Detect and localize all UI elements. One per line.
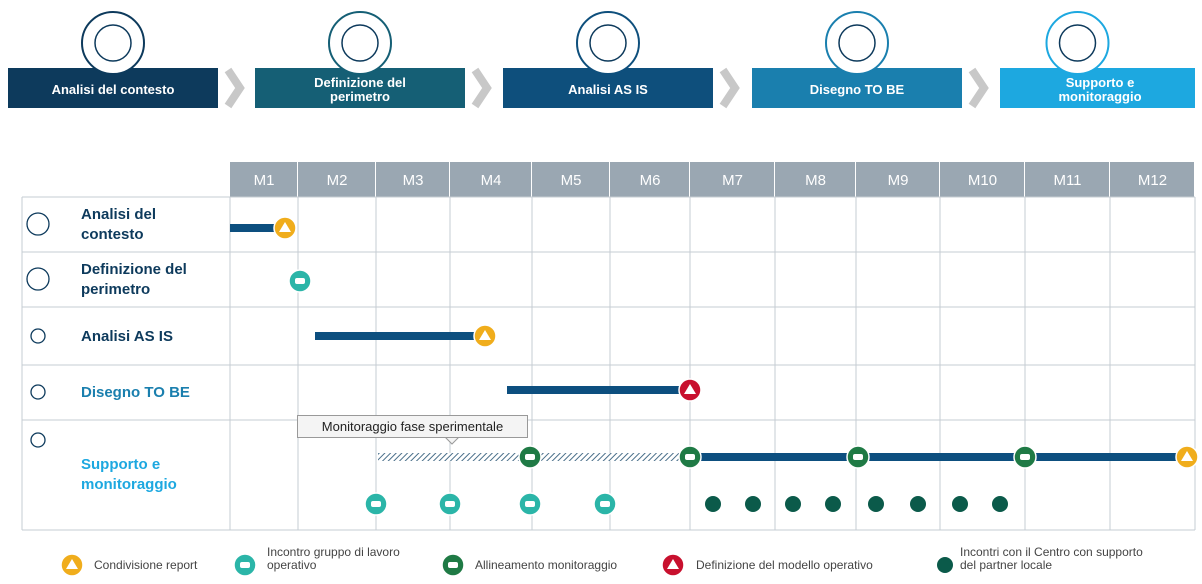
milestone-glyph xyxy=(295,278,305,284)
meeting-dot xyxy=(992,496,1008,512)
row-icon xyxy=(30,328,46,344)
phase-icon-detail xyxy=(589,24,627,62)
phase-icon xyxy=(328,11,392,75)
month-header xyxy=(532,162,609,197)
month-header xyxy=(856,162,939,197)
legend-label: Condivisione report xyxy=(94,558,198,572)
phase-icon-detail xyxy=(341,24,379,62)
meeting-dot xyxy=(825,496,841,512)
row-label: Analisi AS IS xyxy=(81,328,173,345)
phase-box xyxy=(1000,68,1195,108)
phase-label: Analisi AS IS xyxy=(568,82,648,97)
meeting-dot xyxy=(705,496,721,512)
month-label: M1 xyxy=(253,172,275,189)
phase-label: Supporto e monitoraggio xyxy=(1058,75,1142,104)
row-icon xyxy=(26,267,50,291)
chevron xyxy=(968,67,989,109)
milestone-glyph xyxy=(1181,451,1193,461)
month-label: M6 xyxy=(639,172,661,189)
month-header xyxy=(1110,162,1194,197)
milestone-glyph xyxy=(684,384,696,394)
phase-icon-detail xyxy=(1058,24,1097,62)
chevron xyxy=(719,67,740,109)
month-header xyxy=(690,162,774,197)
tooltip: Monitoraggio fase sperimentale xyxy=(297,415,528,438)
milestone-glyph xyxy=(445,501,455,507)
phase-icon xyxy=(1045,11,1110,75)
tooltip-pointer xyxy=(443,436,461,445)
month-label: M2 xyxy=(326,172,348,189)
milestone-glyph xyxy=(66,559,78,569)
month-header xyxy=(1025,162,1109,197)
phase-icon xyxy=(825,11,889,75)
month-label: M10 xyxy=(967,172,998,189)
milestone-glyph xyxy=(685,454,695,460)
month-label: M12 xyxy=(1137,172,1168,189)
milestone-glyph xyxy=(667,559,679,569)
milestone-glyph xyxy=(448,562,458,568)
month-header xyxy=(450,162,531,197)
month-label: M4 xyxy=(480,172,502,189)
phase-icon xyxy=(81,11,145,75)
meeting-dot xyxy=(952,496,968,512)
month-label: M11 xyxy=(1053,172,1082,189)
meeting-dot xyxy=(910,496,926,512)
row-icon xyxy=(26,212,50,236)
phase-icon xyxy=(576,11,640,75)
milestone-glyph xyxy=(1020,454,1030,460)
milestone-glyph xyxy=(600,501,610,507)
phase-label: Definizione del perimetro xyxy=(314,75,406,104)
month-header xyxy=(610,162,689,197)
month-header xyxy=(376,162,449,197)
row-label: Analisi del contesto xyxy=(81,206,157,243)
month-label: M8 xyxy=(805,172,826,189)
legend-label: Incontri con il Centro con supporto del … xyxy=(960,545,1143,572)
phase-icon-detail xyxy=(94,24,132,62)
chevron xyxy=(224,67,245,109)
meeting-dot xyxy=(785,496,801,512)
month-header xyxy=(298,162,375,197)
month-label: M9 xyxy=(887,172,909,189)
legend-label: Incontro gruppo di lavoro operativo xyxy=(267,545,400,572)
phase-icon-detail xyxy=(838,24,876,62)
month-label: M3 xyxy=(402,172,424,189)
legend-label: Definizione del modello operativo xyxy=(696,558,873,572)
milestone-glyph xyxy=(279,222,291,232)
month-header xyxy=(940,162,1024,197)
chevron xyxy=(471,67,492,109)
milestone-glyph xyxy=(525,501,535,507)
month-label: M5 xyxy=(560,172,582,189)
legend-dot xyxy=(937,557,953,573)
milestone-glyph xyxy=(525,454,535,460)
milestone-glyph xyxy=(371,501,381,507)
phase-label: Disegno TO BE xyxy=(809,82,905,97)
phase-label: Analisi del contesto xyxy=(51,82,175,97)
row-icon xyxy=(30,384,46,400)
legend-label: Allineamento monitoraggio xyxy=(475,558,618,572)
meeting-dot xyxy=(745,496,761,512)
row-label: Supporto e monitoraggio xyxy=(81,456,177,493)
milestone-glyph xyxy=(240,562,250,568)
month-label: M7 xyxy=(722,172,743,189)
month-header xyxy=(775,162,855,197)
row-label: Definizione del perimetro xyxy=(81,261,187,298)
month-header xyxy=(230,162,297,197)
milestone-glyph xyxy=(853,454,863,460)
row-label: Disegno TO BE xyxy=(81,384,190,401)
row-icon xyxy=(30,432,46,448)
milestone-glyph xyxy=(479,330,491,340)
meeting-dot xyxy=(868,496,884,512)
